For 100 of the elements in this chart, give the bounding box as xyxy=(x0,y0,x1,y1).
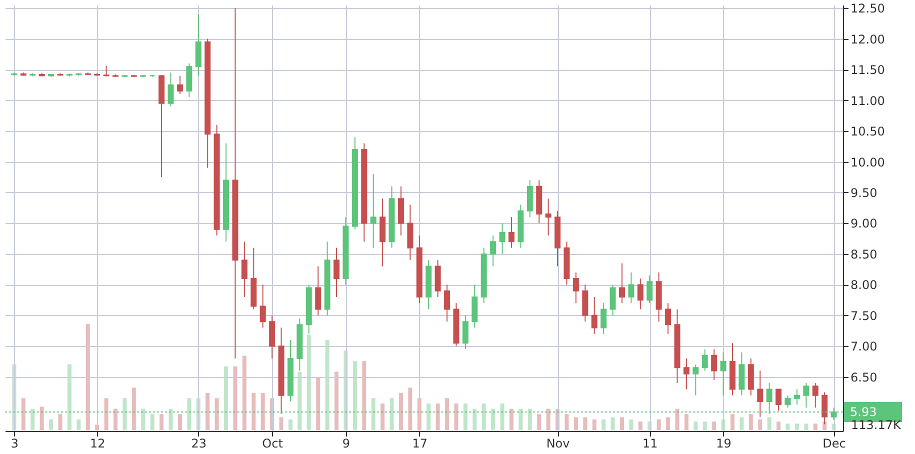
candlestick xyxy=(776,388,782,412)
candlestick xyxy=(618,262,625,304)
bar xyxy=(472,408,477,430)
candlestick xyxy=(794,388,800,406)
y-tick-label: 11.50 xyxy=(850,63,885,78)
bar xyxy=(233,366,238,430)
bar xyxy=(610,417,615,430)
y-tick-label: 7.00 xyxy=(850,340,878,354)
bar xyxy=(794,424,799,430)
candlestick xyxy=(370,174,376,248)
bar xyxy=(40,406,44,430)
bar xyxy=(602,419,606,430)
bar xyxy=(362,361,366,430)
bar xyxy=(702,422,707,430)
bar xyxy=(758,419,762,430)
bar xyxy=(574,417,578,430)
bar xyxy=(454,404,458,430)
candlestick xyxy=(241,241,248,298)
bar xyxy=(426,404,431,430)
bar xyxy=(298,372,302,430)
candlestick xyxy=(665,302,672,334)
candlestick xyxy=(720,352,726,396)
candlestick xyxy=(591,296,598,334)
candlestick xyxy=(711,348,718,380)
bar xyxy=(334,372,339,430)
x-tick-label: Oct xyxy=(262,436,284,450)
bar xyxy=(160,414,164,430)
candlestick xyxy=(784,394,791,408)
y-tick-label: 9.00 xyxy=(850,216,878,231)
bar xyxy=(537,414,542,430)
bar xyxy=(390,398,394,430)
bar xyxy=(214,398,219,430)
bar xyxy=(30,408,35,430)
candlestick xyxy=(692,364,699,396)
bar xyxy=(352,361,357,430)
bar xyxy=(712,422,716,430)
bar xyxy=(150,414,154,430)
candlestick xyxy=(490,235,496,267)
bar xyxy=(822,422,827,430)
text: 113.17K xyxy=(851,418,901,432)
bar xyxy=(804,424,808,430)
candlestick xyxy=(702,348,708,372)
bar xyxy=(776,422,781,430)
candlestick xyxy=(646,274,653,304)
bar xyxy=(242,356,246,430)
bar xyxy=(371,398,376,430)
x-tick-label: 23 xyxy=(191,436,207,450)
bar xyxy=(592,419,596,430)
bar xyxy=(178,414,182,430)
bar xyxy=(694,422,698,430)
x-tick-label: 19 xyxy=(716,436,732,450)
bar xyxy=(445,398,450,430)
ref-line-label: 5.93 xyxy=(850,404,877,419)
bar xyxy=(500,404,504,430)
bar xyxy=(86,324,90,430)
bar xyxy=(546,408,550,430)
bar xyxy=(656,419,661,430)
bar xyxy=(767,417,772,430)
candlestick xyxy=(508,216,514,248)
bar xyxy=(518,408,523,430)
bar xyxy=(463,404,468,430)
bar xyxy=(104,398,108,430)
candlestick xyxy=(260,284,266,328)
y-tick-label: 7.50 xyxy=(850,308,878,323)
bar xyxy=(398,392,403,430)
bar xyxy=(730,414,734,430)
bar xyxy=(564,414,569,430)
candlestick xyxy=(334,247,340,298)
bar xyxy=(325,340,330,430)
y-tick-label: 8.00 xyxy=(850,278,878,292)
candlestick xyxy=(176,75,183,95)
candlestick xyxy=(315,266,322,316)
bar xyxy=(408,388,412,430)
bar xyxy=(21,398,26,430)
x-tick-label: 11 xyxy=(642,436,658,450)
candlestick xyxy=(628,272,634,304)
bar xyxy=(316,377,320,430)
bar xyxy=(491,408,496,430)
candlestick xyxy=(572,272,579,304)
bar xyxy=(380,404,385,430)
bar xyxy=(114,408,118,430)
bar xyxy=(168,408,173,430)
bar xyxy=(306,334,311,430)
bar xyxy=(684,414,688,430)
candlestick xyxy=(168,72,174,107)
y-tick-label: 12.00 xyxy=(850,32,885,46)
y-tick-label: 10.00 xyxy=(850,155,885,170)
y-tick-label: 9.50 xyxy=(850,186,878,200)
bar xyxy=(67,364,72,430)
bar xyxy=(436,404,440,430)
bar xyxy=(49,419,54,430)
bar xyxy=(58,414,62,430)
x-tick-label: Dec xyxy=(822,436,846,450)
bar xyxy=(583,417,588,430)
bar xyxy=(260,392,265,430)
candlestick xyxy=(610,284,616,316)
candlestick xyxy=(499,222,506,254)
y-tick-label: 8.50 xyxy=(850,247,878,262)
bar xyxy=(629,419,634,430)
bar xyxy=(76,419,81,430)
